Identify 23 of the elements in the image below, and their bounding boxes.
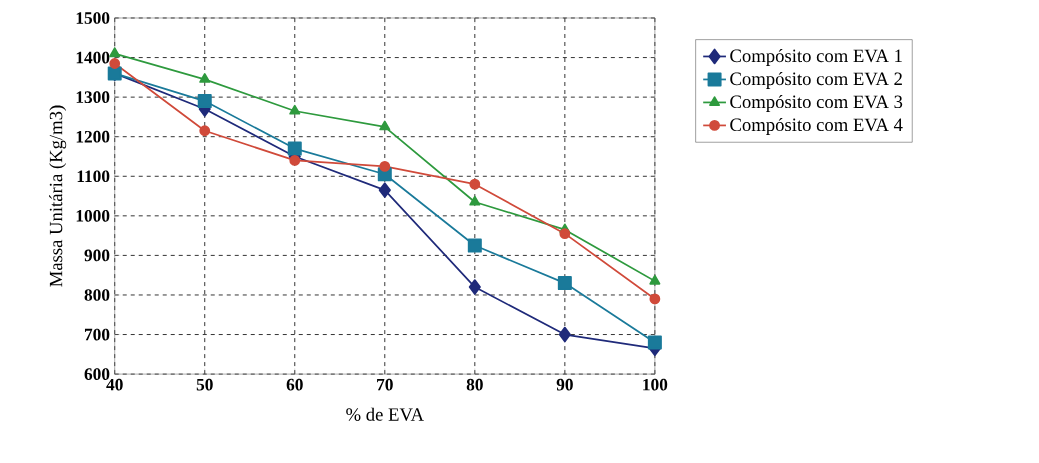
y-axis-title: Massa Unitária (Kg/m3) [49, 105, 67, 287]
x-tick-label: 70 [377, 378, 393, 391]
x-tick-label: 50 [196, 378, 213, 391]
y-tick-label: 600 [84, 368, 110, 381]
legend-label: Compósito com EVA 2 [730, 72, 902, 90]
y-tick-label: 1400 [76, 51, 110, 64]
legend-label: Compósito com EVA 3 [730, 95, 903, 112]
x-tick-label: 80 [466, 378, 483, 391]
x-tick-label: 90 [556, 378, 573, 391]
x-axis-title: % de EVA [346, 407, 424, 422]
legend-label: Compósito com EVA 4 [730, 118, 903, 135]
legend-label: Compósito com EVA 1 [730, 49, 902, 67]
y-tick-label: 1500 [76, 12, 110, 24]
x-tick-label: 100 [643, 378, 668, 391]
y-tick-label: 1000 [76, 210, 110, 222]
x-tick-label: 60 [286, 378, 303, 391]
y-tick-label: 700 [84, 328, 110, 341]
y-tick-label: 900 [84, 249, 110, 262]
y-tick-label: 1200 [76, 130, 110, 143]
x-tick-label: 40 [106, 378, 123, 391]
y-tick-label: 800 [84, 289, 110, 301]
y-tick-label: 1300 [76, 91, 110, 104]
y-tick-label: 1100 [77, 170, 110, 183]
